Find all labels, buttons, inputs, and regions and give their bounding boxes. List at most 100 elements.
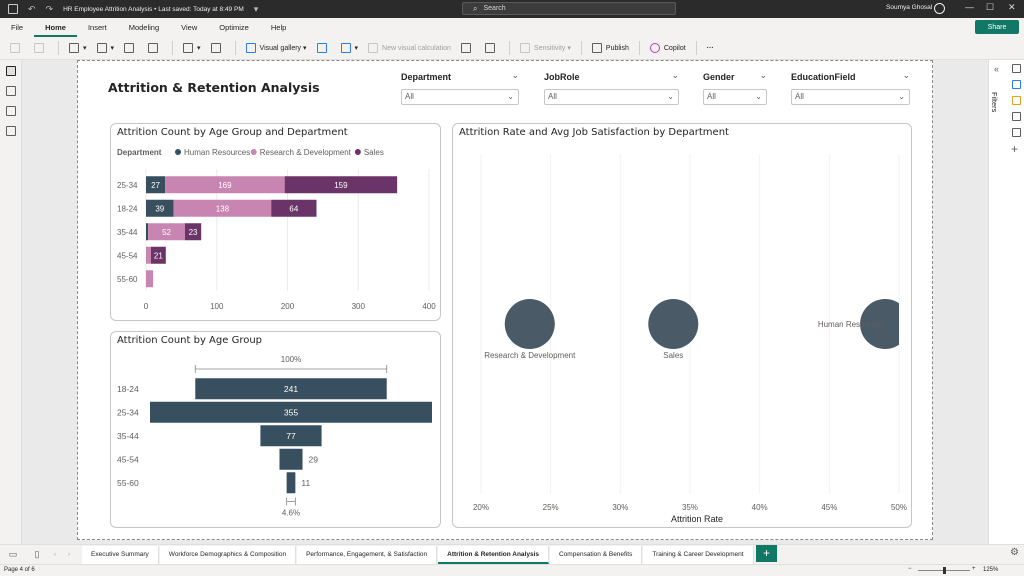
- attrition-by-age-department-visual[interactable]: Attrition Count by Age Group and Departm…: [110, 123, 441, 321]
- chevron-down-icon[interactable]: ⌄: [671, 70, 679, 80]
- chevron-down-icon[interactable]: ⌄: [759, 70, 767, 80]
- document-title[interactable]: HR Employee Attrition Analysis • Last sa…: [63, 5, 244, 13]
- database-icon: [69, 43, 79, 53]
- visuals-icon: [340, 43, 351, 53]
- bar-segment: [271, 199, 317, 217]
- attrition-by-age-funnel-visual[interactable]: Attrition Count by Age Group 100% 18-24 24…: [110, 331, 441, 528]
- copilot-button[interactable]: Copilot: [649, 43, 686, 53]
- legend-item: Human Resources: [184, 148, 250, 157]
- measure-button[interactable]: [484, 43, 499, 53]
- settings-gear-icon[interactable]: ⚙: [1010, 547, 1019, 558]
- share-button[interactable]: Share: [975, 20, 1019, 34]
- get-data-button[interactable]: ▾: [69, 43, 87, 53]
- educationfield-slicer[interactable]: EducationField ⌄ All ⌄: [791, 70, 910, 105]
- zoom-slider-thumb[interactable]: [943, 567, 946, 574]
- save-icon[interactable]: [8, 4, 18, 14]
- dax-query-view-icon[interactable]: [6, 126, 16, 136]
- model-view-icon[interactable]: [6, 106, 16, 116]
- page-icon: [210, 43, 221, 53]
- gender-slicer[interactable]: Gender ⌄ All ⌄: [703, 70, 767, 105]
- filters-pane-label[interactable]: Filters: [990, 92, 999, 113]
- next-tab-icon[interactable]: ›: [67, 551, 71, 558]
- quick-measure-button[interactable]: [460, 43, 475, 53]
- data-source-button[interactable]: ▾: [96, 43, 114, 53]
- text-box-button[interactable]: [316, 43, 331, 53]
- chevron-down-icon[interactable]: ⌄: [902, 70, 910, 80]
- slicer-dropdown[interactable]: All ⌄: [401, 89, 519, 105]
- menu-insert[interactable]: Insert: [87, 23, 107, 32]
- calculator-icon: [460, 43, 471, 53]
- funnel-bottom-percent: 4.6%: [282, 509, 300, 518]
- desktop-view-icon[interactable]: ▭: [8, 549, 18, 559]
- maximize-icon[interactable]: ☐: [986, 2, 995, 12]
- menu-file[interactable]: File: [11, 23, 24, 32]
- visualizations-pane-icon[interactable]: [1012, 80, 1021, 89]
- prev-tab-icon[interactable]: ‹: [53, 551, 57, 558]
- menu-home[interactable]: Home: [34, 18, 77, 37]
- report-view-icon[interactable]: [6, 66, 16, 76]
- format-pane-icon[interactable]: [1012, 96, 1021, 105]
- add-page-button[interactable]: +: [756, 545, 777, 562]
- bar-segment: [184, 223, 202, 241]
- more-options-button[interactable]: ···: [706, 44, 714, 52]
- slicer-dropdown[interactable]: All ⌄: [544, 89, 679, 105]
- bookmarks-icon[interactable]: [1012, 112, 1021, 121]
- search-input[interactable]: ⌕ Search: [462, 2, 676, 15]
- paste-button[interactable]: [10, 43, 24, 53]
- jobrole-slicer[interactable]: JobRole ⌄ All ⌄: [544, 70, 679, 105]
- menu-modeling[interactable]: Modeling: [128, 23, 160, 32]
- department-slicer[interactable]: Department ⌄ All ⌄: [401, 70, 519, 105]
- minimize-icon[interactable]: —: [965, 2, 974, 12]
- attrition-rate-scatter-visual[interactable]: Attrition Rate and Avg Job Satisfaction …: [452, 123, 912, 528]
- table-icon: [124, 43, 135, 53]
- funnel-category-label: 25-34: [117, 407, 139, 417]
- funnel-value-label: 355: [284, 407, 298, 417]
- scatter-point: [504, 299, 555, 349]
- tab-performance-engagement[interactable]: Performance, Engagement, & Satisfaction: [297, 546, 438, 564]
- more-visuals-button[interactable]: ▾: [340, 43, 358, 53]
- tab-training-career[interactable]: Training & Career Development: [643, 546, 754, 564]
- matrix-button[interactable]: ▾: [183, 43, 201, 53]
- x-tick-label: 0: [144, 302, 149, 311]
- transform-button[interactable]: [124, 43, 138, 53]
- title-dropdown-icon[interactable]: ▾: [253, 3, 259, 14]
- new-page-button[interactable]: [210, 43, 225, 53]
- refresh-button[interactable]: [148, 43, 162, 53]
- right-panel-rail: « Filters +: [988, 60, 1024, 544]
- data-pane-icon[interactable]: [1012, 64, 1021, 73]
- slicer-value: All: [707, 92, 716, 101]
- slicer-dropdown[interactable]: All ⌄: [703, 89, 767, 105]
- new-visual-calculation-button[interactable]: New visual calculation: [368, 43, 451, 53]
- page-indicator: Page 4 of 6: [4, 567, 35, 573]
- mobile-view-icon[interactable]: ▯: [34, 549, 40, 559]
- selection-pane-icon[interactable]: [1012, 128, 1021, 137]
- visual-gallery-button[interactable]: Visual gallery ▾: [245, 43, 307, 53]
- avatar[interactable]: [934, 3, 945, 14]
- x-tick-label: 45%: [821, 503, 837, 512]
- zoom-out-icon[interactable]: −: [908, 566, 912, 572]
- publish-button[interactable]: Publish: [591, 43, 629, 53]
- close-icon[interactable]: ✕: [1008, 2, 1016, 12]
- redo-icon[interactable]: ↷: [45, 3, 54, 14]
- x-tick-label: 40%: [752, 503, 768, 512]
- menu-optimize[interactable]: Optimize: [219, 23, 249, 32]
- chevron-down-icon[interactable]: ⌄: [511, 70, 519, 80]
- tab-executive-summary[interactable]: Executive Summary: [82, 546, 159, 564]
- bar-segment: [173, 199, 272, 217]
- slicer-title: Department: [401, 72, 452, 82]
- add-pane-icon[interactable]: +: [1011, 142, 1019, 156]
- slicer-dropdown[interactable]: All ⌄: [791, 89, 910, 105]
- table-view-icon[interactable]: [6, 86, 16, 96]
- x-tick-label: 300: [352, 302, 366, 311]
- menu-view[interactable]: View: [181, 23, 198, 32]
- expand-filters-icon[interactable]: «: [994, 64, 1000, 74]
- format-painter-button[interactable]: [34, 43, 48, 53]
- sensitivity-button[interactable]: Sensitivity ▾: [519, 43, 571, 53]
- zoom-in-icon[interactable]: +: [972, 566, 976, 572]
- tab-compensation-benefits[interactable]: Compensation & Benefits: [550, 546, 643, 564]
- undo-icon[interactable]: ↶: [28, 3, 36, 14]
- search-placeholder: Search: [483, 5, 506, 12]
- tab-workforce-demographics[interactable]: Workforce Demographics & Composition: [159, 546, 297, 564]
- menu-help[interactable]: Help: [270, 23, 287, 32]
- tab-attrition-retention[interactable]: Attrition & Retention Analysis: [438, 546, 549, 564]
